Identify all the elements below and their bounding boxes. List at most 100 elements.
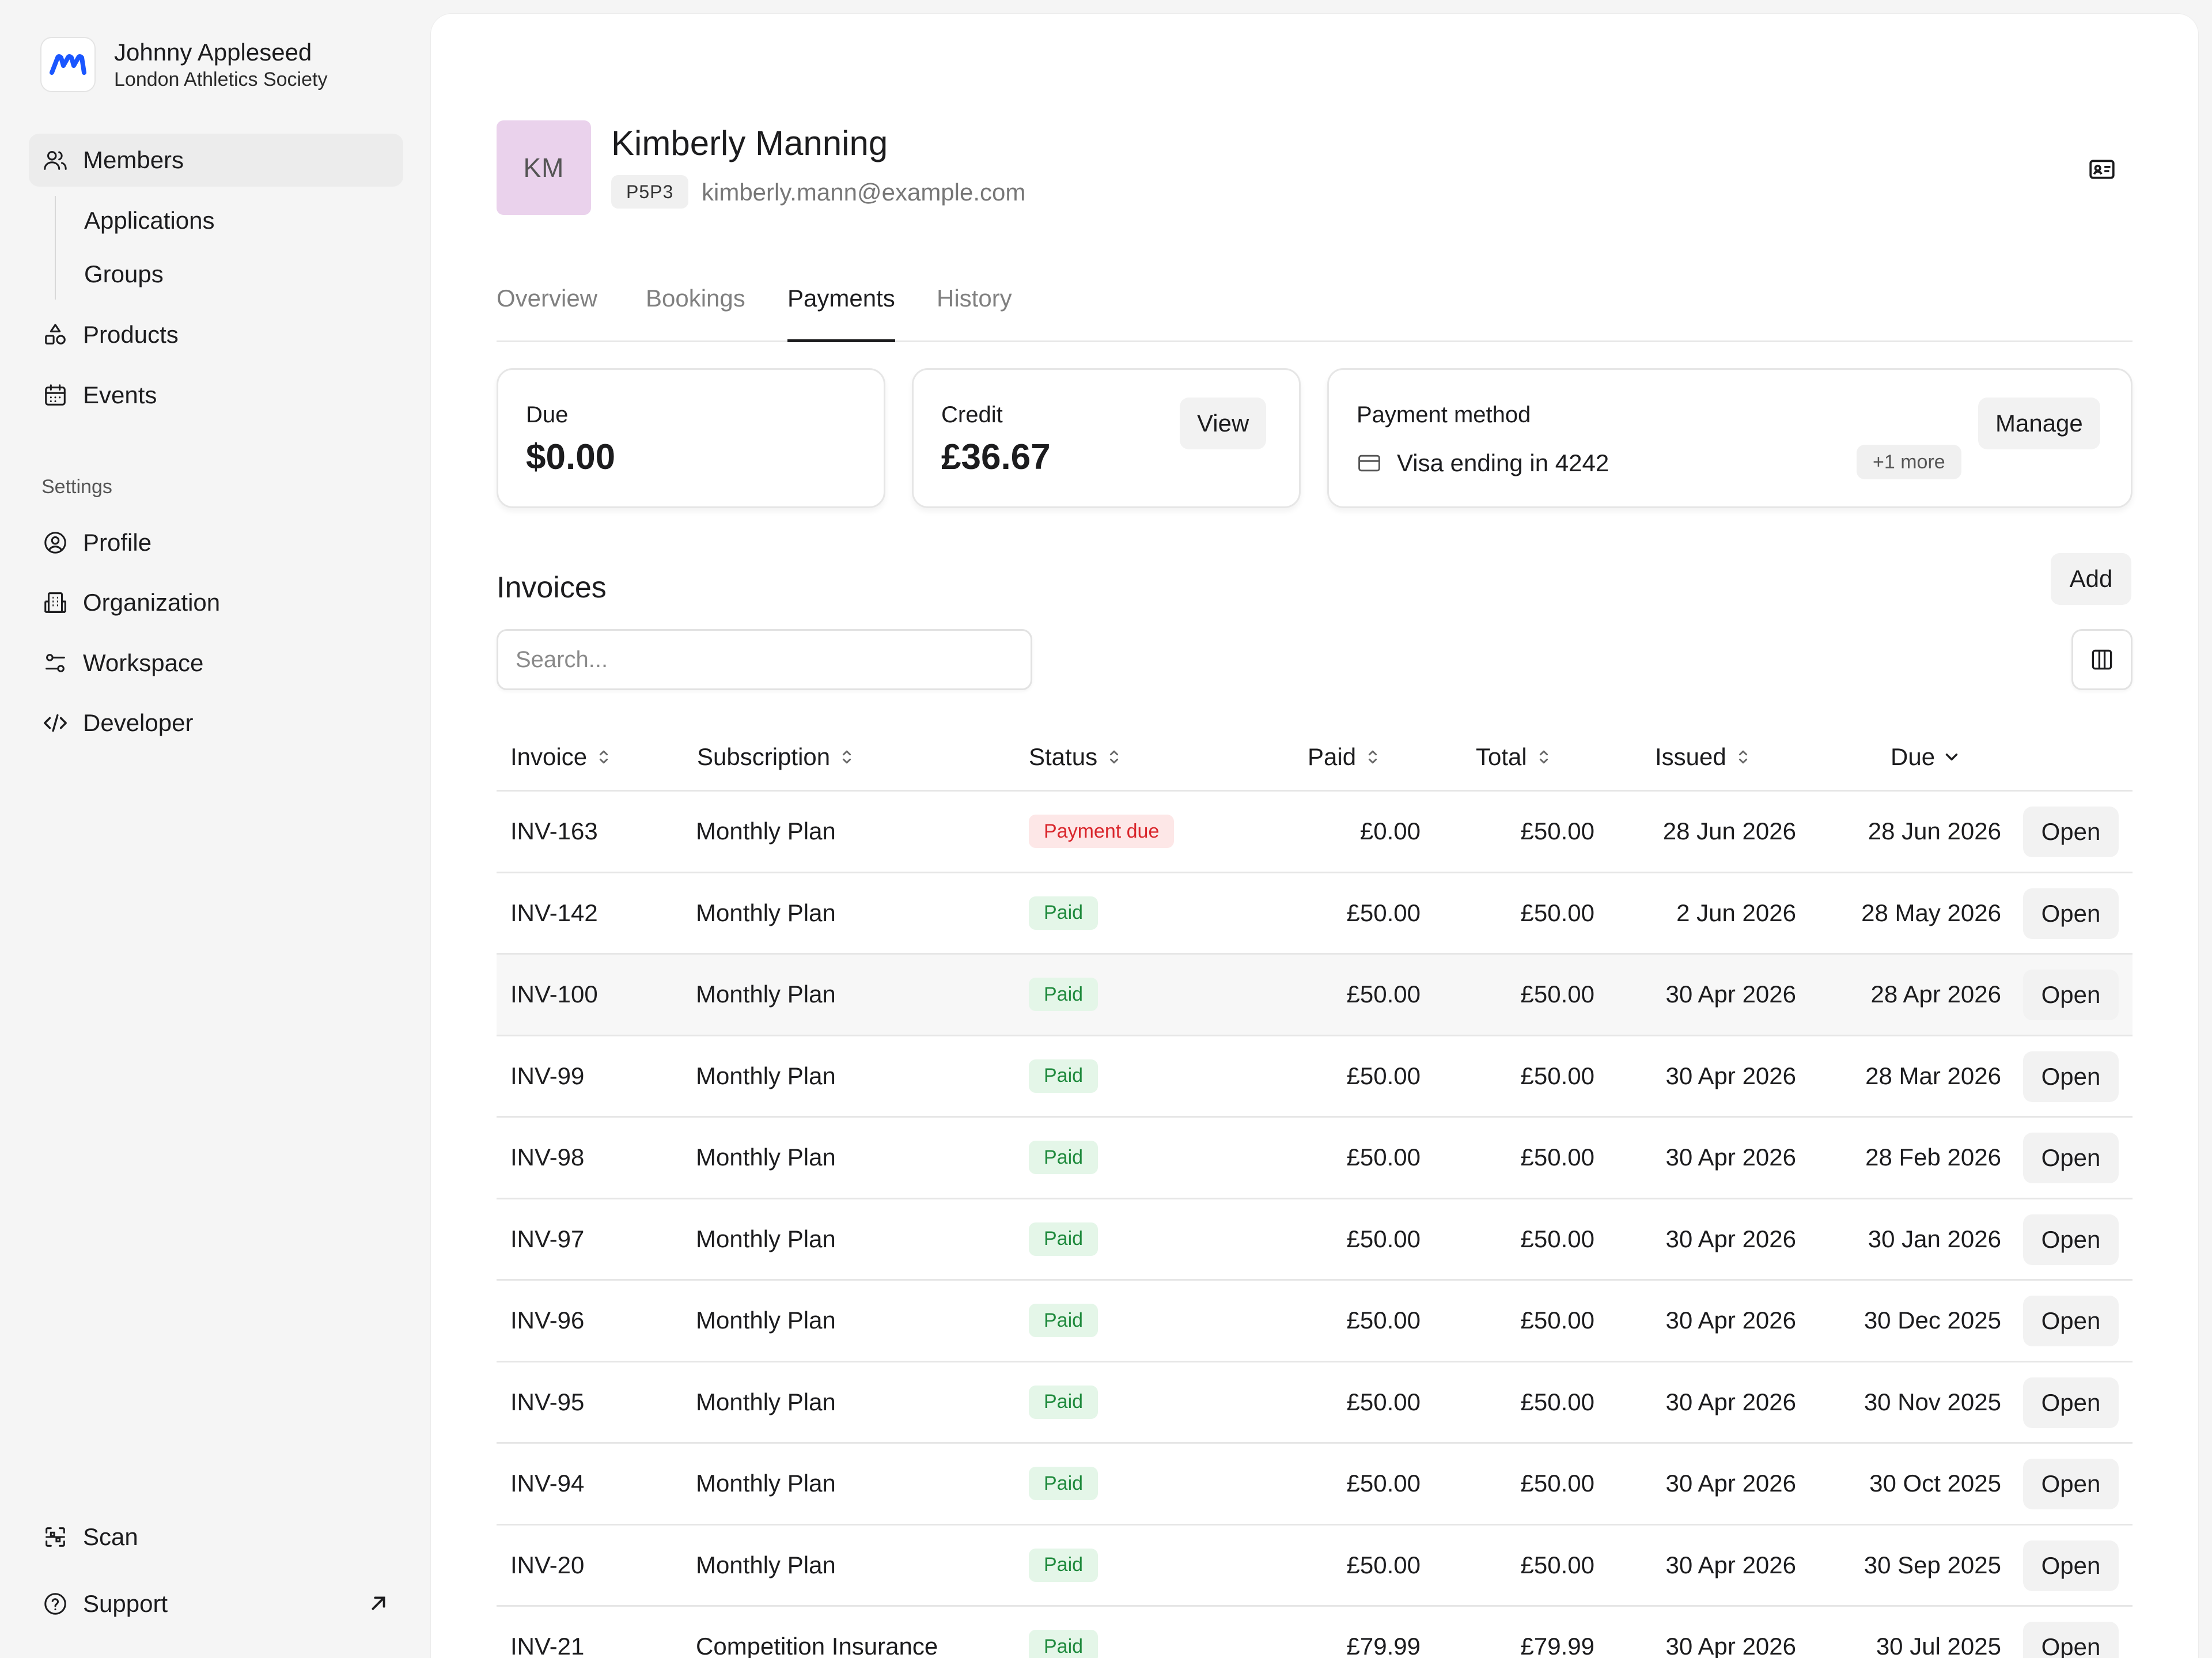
status-badge: Paid: [1029, 1385, 1099, 1419]
more-methods-badge: +1 more: [1857, 445, 1961, 479]
status-cell: Paid: [1029, 1281, 1099, 1361]
org-switcher[interactable]: Johnny Appleseed London Athletics Societ…: [40, 37, 327, 92]
open-invoice-button[interactable]: Open: [2023, 1459, 2119, 1509]
table-row[interactable]: INV-94 Monthly Plan Paid £50.00 £50.00 30 Apr…: [497, 1444, 2133, 1525]
nav-applications[interactable]: Applications: [84, 207, 215, 234]
tab-overview[interactable]: Overview: [497, 285, 598, 312]
search-input[interactable]: [497, 629, 1032, 690]
open-invoice-button[interactable]: Open: [2023, 1133, 2119, 1183]
table-row[interactable]: INV-100 Monthly Plan Paid £50.00 £50.00 30 Ap…: [497, 955, 2133, 1036]
tab-payments[interactable]: Payments: [787, 285, 895, 342]
col-subscription-label: Subscription: [697, 743, 831, 770]
col-invoice[interactable]: Invoice: [510, 722, 613, 792]
total-amount: £50.00: [1520, 1551, 1594, 1578]
invoice-id: INV-97: [510, 1225, 585, 1252]
invoice-id: INV-21: [510, 1633, 585, 1658]
nav-products[interactable]: Products: [29, 308, 403, 361]
tab-history[interactable]: History: [937, 285, 1012, 312]
building-icon: [40, 588, 70, 618]
due-date: 28 Feb 2026: [1865, 1144, 2001, 1171]
nav-scan[interactable]: Scan: [29, 1511, 403, 1564]
status-cell: Paid: [1029, 955, 1099, 1035]
status-badge: Paid: [1029, 1548, 1099, 1582]
table-row[interactable]: INV-97 Monthly Plan Paid £50.00 £50.00 30 Apr…: [497, 1199, 2133, 1281]
paid-amount: £50.00: [1346, 1307, 1421, 1334]
col-invoice-label: Invoice: [510, 743, 588, 770]
calendar-icon: [40, 380, 70, 410]
main-panel: KM Kimberly Manning P5P3 kimberly.mann@e…: [431, 14, 2198, 1658]
code-icon: [40, 708, 70, 738]
table-row[interactable]: INV-21 Competition Insurance Paid £79.99 £79…: [497, 1607, 2133, 1658]
add-invoice-button[interactable]: Add: [2051, 553, 2131, 605]
tab-bookings[interactable]: Bookings: [646, 285, 745, 312]
table-row[interactable]: INV-98 Monthly Plan Paid £50.00 £50.00 30 Apr…: [497, 1118, 2133, 1199]
table-row[interactable]: INV-96 Monthly Plan Paid £50.00 £50.00 30 Apr…: [497, 1281, 2133, 1362]
table-row[interactable]: INV-20 Monthly Plan Paid £50.00 £50.00 30 Apr…: [497, 1525, 2133, 1607]
nav-support[interactable]: Support: [29, 1577, 403, 1630]
invoice-id: INV-20: [510, 1551, 585, 1578]
paid-amount: £50.00: [1346, 1225, 1421, 1252]
col-issued-label: Issued: [1655, 743, 1726, 770]
total-amount: £50.00: [1520, 899, 1594, 926]
due-date: 30 Jul 2025: [1876, 1633, 2001, 1658]
view-credit-button[interactable]: View: [1180, 398, 1267, 449]
subscription-name: Monthly Plan: [696, 899, 836, 926]
open-invoice-button[interactable]: Open: [2023, 1051, 2119, 1102]
due-date: 30 Oct 2025: [1869, 1470, 2001, 1497]
nav-profile[interactable]: Profile: [29, 516, 403, 569]
col-due[interactable]: Due: [1891, 722, 1961, 792]
issued-date: 30 Apr 2026: [1665, 1144, 1796, 1171]
table-row[interactable]: INV-163 Monthly Plan Payment due £0.00 £50.0…: [497, 792, 2133, 873]
status-badge: Payment due: [1029, 815, 1175, 849]
total-amount: £50.00: [1520, 817, 1594, 845]
table-row[interactable]: INV-142 Monthly Plan Paid £50.00 £50.00 2 Jun…: [497, 873, 2133, 955]
sort-icon: [599, 750, 608, 764]
manage-payment-button[interactable]: Manage: [1978, 398, 2100, 449]
invoice-id: INV-98: [510, 1144, 585, 1171]
columns-button[interactable]: [2071, 629, 2133, 690]
col-paid[interactable]: Paid: [1308, 722, 1382, 792]
due-value: $0.00: [526, 437, 616, 477]
issued-date: 30 Apr 2026: [1665, 981, 1796, 1008]
sort-icon: [843, 750, 851, 764]
nav-developer[interactable]: Developer: [29, 696, 403, 749]
table-row[interactable]: INV-99 Monthly Plan Paid £50.00 £50.00 30 Apr…: [497, 1036, 2133, 1118]
nav-groups[interactable]: Groups: [84, 260, 164, 287]
open-invoice-button[interactable]: Open: [2023, 888, 2119, 939]
status-badge: Paid: [1029, 1059, 1099, 1093]
paid-amount: £50.00: [1346, 1388, 1421, 1415]
status-badge: Paid: [1029, 978, 1099, 1012]
col-total[interactable]: Total: [1476, 722, 1554, 792]
due-date: 28 Jun 2026: [1868, 817, 2001, 845]
nav-workspace[interactable]: Workspace: [29, 637, 403, 690]
table-row[interactable]: INV-95 Monthly Plan Paid £50.00 £50.00 30 Apr…: [497, 1362, 2133, 1444]
nav-members[interactable]: Members: [29, 134, 403, 187]
payment-method-row: Visa ending in 4242: [1357, 449, 1609, 477]
paid-amount: £50.00: [1346, 1144, 1421, 1171]
col-subscription[interactable]: Subscription: [697, 722, 857, 792]
open-invoice-button[interactable]: Open: [2023, 970, 2119, 1020]
status-cell: Paid: [1029, 1199, 1099, 1280]
id-card-icon[interactable]: [2088, 155, 2116, 184]
col-status[interactable]: Status: [1029, 722, 1124, 792]
invoice-id: INV-142: [510, 899, 598, 926]
external-link-icon: [372, 1596, 385, 1610]
nav-organization[interactable]: Organization: [29, 576, 403, 629]
nav-events[interactable]: Events: [29, 369, 403, 422]
open-invoice-button[interactable]: Open: [2023, 1377, 2119, 1428]
due-date: 28 Mar 2026: [1865, 1062, 2001, 1089]
chevron-down-icon: [1945, 754, 1958, 760]
nav-organization-label: Organization: [83, 589, 221, 616]
open-invoice-button[interactable]: Open: [2023, 1214, 2119, 1265]
credit-card-icon: [1358, 455, 1380, 472]
open-invoice-button[interactable]: Open: [2023, 1622, 2119, 1658]
open-invoice-button[interactable]: Open: [2023, 807, 2119, 857]
settings-section-label: Settings: [41, 476, 112, 498]
subscription-name: Monthly Plan: [696, 1388, 836, 1415]
total-amount: £50.00: [1520, 1225, 1594, 1252]
open-invoice-button[interactable]: Open: [2023, 1296, 2119, 1346]
columns-icon: [2092, 649, 2112, 670]
col-issued[interactable]: Issued: [1655, 722, 1753, 792]
nav-events-label: Events: [83, 381, 157, 408]
open-invoice-button[interactable]: Open: [2023, 1540, 2119, 1591]
